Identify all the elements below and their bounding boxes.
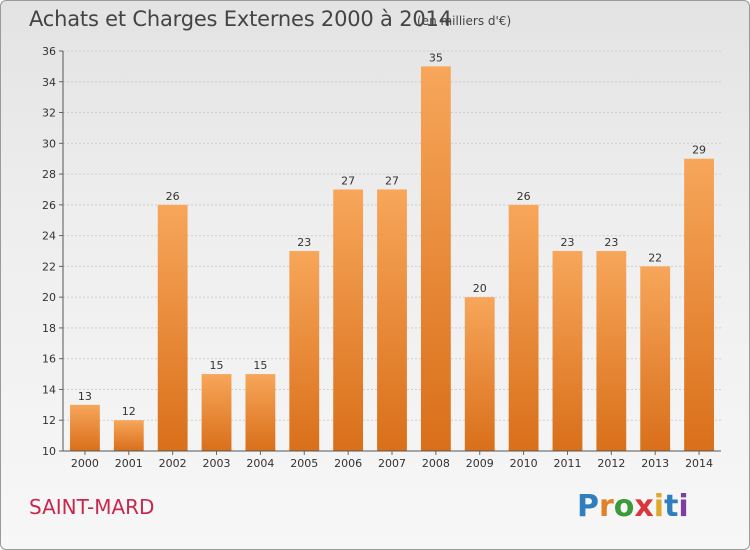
x-tick-label: 2011 — [553, 457, 581, 470]
bar-2012 — [596, 251, 627, 451]
x-tick-label: 2002 — [159, 457, 187, 470]
bar-2014 — [684, 158, 714, 451]
bar-value-label: 23 — [297, 236, 311, 249]
logo-letter: i — [653, 489, 665, 524]
x-tick-label: 2010 — [510, 457, 538, 470]
x-tick-label: 2005 — [290, 457, 318, 470]
bar-value-label: 29 — [692, 144, 706, 157]
commune-name: SAINT-MARD — [29, 495, 155, 519]
bar-2000 — [70, 404, 100, 451]
axes-group — [59, 50, 721, 455]
logo-letter: r — [599, 489, 614, 524]
bar-value-label: 27 — [385, 174, 399, 187]
x-tick-label: 2014 — [685, 457, 713, 470]
bar-value-label: 26 — [517, 190, 531, 203]
x-tick-label: 2006 — [334, 457, 362, 470]
y-tick-label: 34 — [42, 76, 56, 89]
y-tick-label: 16 — [42, 353, 56, 366]
y-tick-label: 18 — [42, 322, 56, 335]
x-tick-label: 2012 — [597, 457, 625, 470]
bar-value-label: 22 — [648, 251, 662, 264]
bar-2011 — [552, 251, 583, 451]
chart-subtitle: (en milliers d'€) — [417, 14, 512, 28]
x-tick-label: 2013 — [641, 457, 669, 470]
bar-2002 — [157, 204, 188, 451]
bar-2005 — [289, 251, 320, 451]
bar-2007 — [377, 189, 407, 451]
bar-2010 — [508, 204, 539, 451]
bar-value-label: 13 — [78, 390, 92, 403]
y-tick-label: 20 — [42, 291, 56, 304]
bar-2004 — [245, 374, 276, 451]
x-tick-label: 2008 — [422, 457, 450, 470]
x-tick-label: 2003 — [203, 457, 231, 470]
bar-value-label: 15 — [253, 359, 267, 372]
labels-group: 10 12 14 16 18 20 22 24 26 28 30 32 34 36 13 2000 12 2001… — [42, 45, 713, 470]
bar-value-label: 35 — [429, 51, 443, 64]
logo-letter: x — [634, 489, 654, 524]
y-tick-label: 22 — [42, 260, 56, 273]
y-tick-label: 28 — [42, 168, 56, 181]
bars-group — [70, 66, 714, 451]
x-tick-label: 2004 — [246, 457, 274, 470]
bar-2013 — [640, 266, 671, 451]
y-tick-label: 24 — [42, 230, 56, 243]
bar-2006 — [333, 189, 364, 451]
bar-value-label: 12 — [122, 405, 136, 418]
bar-2008 — [420, 66, 451, 451]
x-tick-label: 2000 — [71, 457, 99, 470]
bar-value-label: 27 — [341, 174, 355, 187]
bar-value-label: 20 — [473, 282, 487, 295]
logo-letter: P — [577, 489, 599, 524]
bar-value-label: 23 — [604, 236, 618, 249]
y-tick-label: 36 — [42, 45, 56, 58]
y-tick-label: 26 — [42, 199, 56, 212]
logo-letter: i — [678, 489, 689, 524]
bar-2009 — [464, 297, 495, 451]
y-tick-label: 10 — [42, 445, 56, 458]
x-tick-label: 2007 — [378, 457, 406, 470]
y-tick-label: 14 — [42, 383, 56, 396]
logo-letter: t — [664, 489, 679, 524]
y-tick-label: 30 — [42, 137, 56, 150]
y-tick-label: 12 — [42, 414, 56, 427]
logo-letter: o — [613, 489, 635, 524]
x-tick-label: 2009 — [466, 457, 494, 470]
bar-value-label: 26 — [166, 190, 180, 203]
bar-2003 — [201, 374, 232, 451]
bar-value-label: 23 — [560, 236, 574, 249]
y-tick-label: 32 — [42, 107, 56, 120]
proxiti-logo[interactable]: Proxiti — [577, 489, 689, 524]
x-tick-label: 2001 — [115, 457, 143, 470]
bar-2001 — [113, 420, 144, 451]
chart-title: Achats et Charges Externes 2000 à 2014 — [29, 7, 452, 31]
bar-value-label: 15 — [210, 359, 224, 372]
